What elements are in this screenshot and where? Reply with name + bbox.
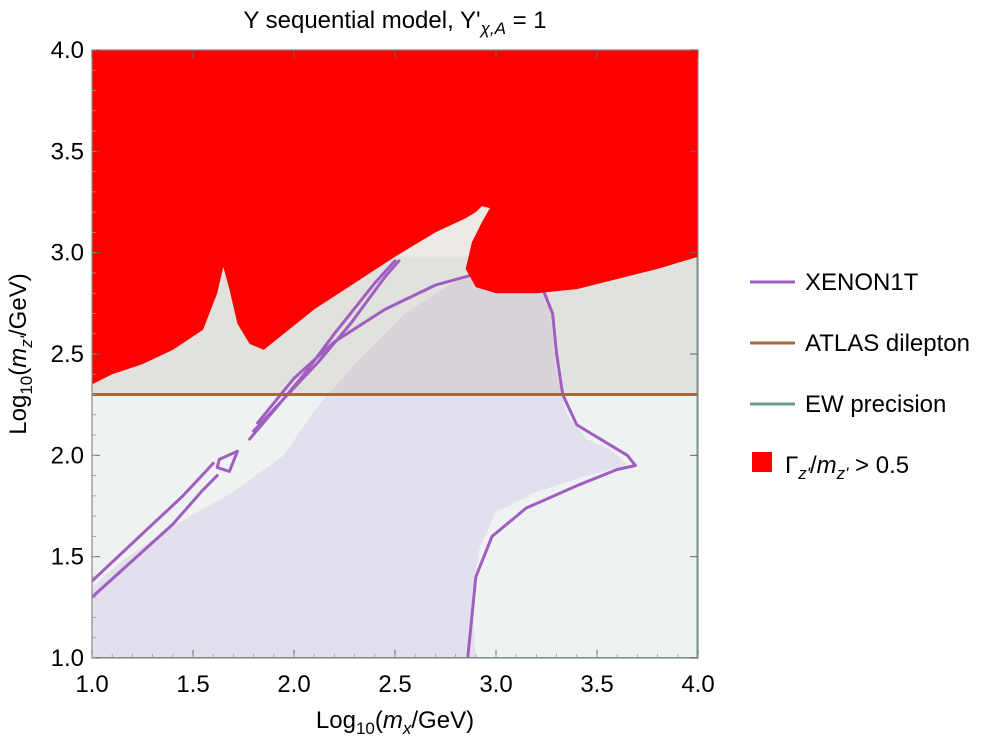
- legend-swatch-width: [752, 452, 772, 472]
- x-tick-label: 2.5: [378, 671, 411, 698]
- x-tick-label: 3.0: [479, 671, 512, 698]
- xenon-contours: [92, 50, 698, 658]
- xenon-contour-line: [256, 271, 637, 658]
- y-tick-label: 2.5: [51, 341, 84, 368]
- legend-label-ew: EW precision: [805, 391, 946, 418]
- y-tick-label: 4.0: [51, 37, 84, 64]
- xenon-contour-line: [215, 449, 239, 473]
- legend-label-xenon: XENON1T: [805, 269, 919, 296]
- y-tick-label: 3.5: [51, 138, 84, 165]
- y-tick-label: 2.0: [51, 442, 84, 469]
- x-tick-label: 1.5: [176, 671, 209, 698]
- x-axis-title: Log10(mx/GeV): [316, 707, 474, 738]
- legend: XENON1T ATLAS dilepton EW precision Γz'/…: [750, 269, 970, 483]
- y-axis-title: Log10(mz'/GeV): [5, 273, 36, 434]
- axis-ticks: 1.0 1.5 2.0 2.5 3.0 3.5 4.0 1.0 1.5 2.0 2.5 3.0 3.5 4…: [51, 37, 715, 698]
- x-tick-label: 1.0: [75, 671, 108, 698]
- width-exclusion-region: [92, 50, 698, 385]
- xenon-excluded-region: [92, 272, 628, 658]
- y-tick-label: 3.0: [51, 240, 84, 267]
- y-tick-label: 1.0: [51, 645, 84, 672]
- x-tick-label: 4.0: [681, 671, 714, 698]
- x-tick-label: 3.5: [580, 671, 613, 698]
- legend-label-atlas: ATLAS dilepton: [805, 330, 970, 357]
- x-tick-label: 2.0: [277, 671, 310, 698]
- y-tick-label: 1.5: [51, 544, 84, 571]
- xenon-contour-line: [92, 461, 215, 583]
- legend-label-width: Γz'/mz' > 0.5: [785, 452, 909, 483]
- chart-title: Y sequential model, Y'χ,A = 1: [243, 7, 546, 38]
- xenon-contour-line: [92, 474, 219, 599]
